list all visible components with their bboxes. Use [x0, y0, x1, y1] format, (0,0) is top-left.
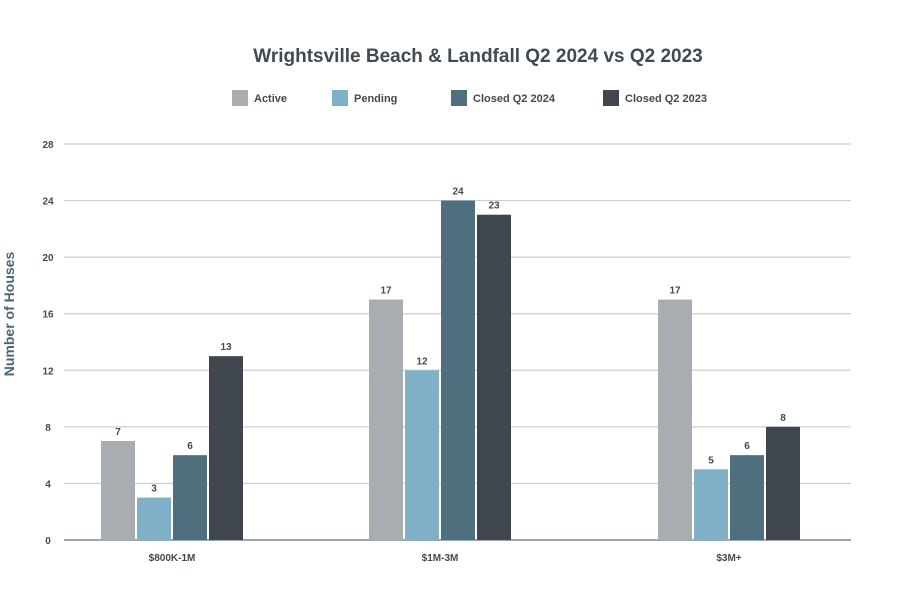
- x-tick-label: $1M-3M: [422, 553, 459, 564]
- data-label: 6: [744, 441, 750, 452]
- y-tick-label: 28: [42, 140, 54, 151]
- bar: [173, 455, 207, 540]
- bar: [730, 455, 764, 540]
- bar: [766, 426, 800, 540]
- bar: [658, 299, 692, 540]
- legend-item: Active: [232, 90, 287, 106]
- y-tick-label: 24: [42, 197, 54, 208]
- y-tick-label: 4: [45, 479, 51, 490]
- legend-swatch: [232, 90, 248, 106]
- x-tick-label: $3M+: [716, 553, 741, 564]
- bars: [101, 200, 800, 541]
- legend-item: Pending: [332, 90, 397, 106]
- y-tick-label: 20: [42, 253, 54, 264]
- y-axis-label: Number of Houses: [1, 252, 17, 377]
- bar: [209, 356, 243, 540]
- data-label: 17: [380, 286, 392, 297]
- legend-label: Closed Q2 2023: [625, 93, 707, 105]
- bar: [137, 497, 171, 540]
- data-label: 24: [452, 187, 464, 198]
- data-label: 23: [488, 201, 500, 212]
- y-axis-ticks: 0 4 8 12 16 20 24 28: [42, 140, 54, 547]
- data-label: 13: [220, 342, 232, 353]
- legend-item: Closed Q2 2023: [603, 90, 707, 106]
- x-tick-label: $800K-1M: [149, 553, 196, 564]
- bar: [405, 370, 439, 540]
- y-tick-label: 12: [42, 366, 54, 377]
- legend-label: Active: [254, 93, 287, 105]
- x-axis-ticks: $800K-1M $1M-3M $3M+: [149, 553, 742, 564]
- y-tick-label: 16: [42, 310, 54, 321]
- bar: [477, 214, 511, 540]
- data-label: 3: [151, 484, 157, 495]
- data-labels: 7 3 6 13 17 12 24 23 17 5 6 8: [115, 187, 786, 495]
- data-label: 8: [780, 413, 786, 424]
- data-label: 7: [115, 427, 121, 438]
- legend-label: Pending: [354, 93, 397, 105]
- chart-title: Wrightsville Beach & Landfall Q2 2024 vs…: [253, 46, 703, 67]
- bar: [441, 200, 475, 541]
- bar: [694, 469, 728, 540]
- y-tick-label: 0: [45, 536, 51, 547]
- legend-swatch: [603, 90, 619, 106]
- bar: [101, 441, 135, 540]
- legend-swatch: [332, 90, 348, 106]
- data-label: 17: [669, 286, 681, 297]
- bar: [369, 299, 403, 540]
- data-label: 6: [187, 441, 193, 452]
- y-tick-label: 8: [45, 423, 51, 434]
- legend-swatch: [451, 90, 467, 106]
- legend-item: Closed Q2 2024: [451, 90, 556, 106]
- data-label: 5: [708, 455, 714, 466]
- data-label: 12: [416, 356, 428, 367]
- legend-label: Closed Q2 2024: [473, 93, 556, 105]
- legend: Active Pending Closed Q2 2024 Closed Q2 202…: [232, 90, 707, 106]
